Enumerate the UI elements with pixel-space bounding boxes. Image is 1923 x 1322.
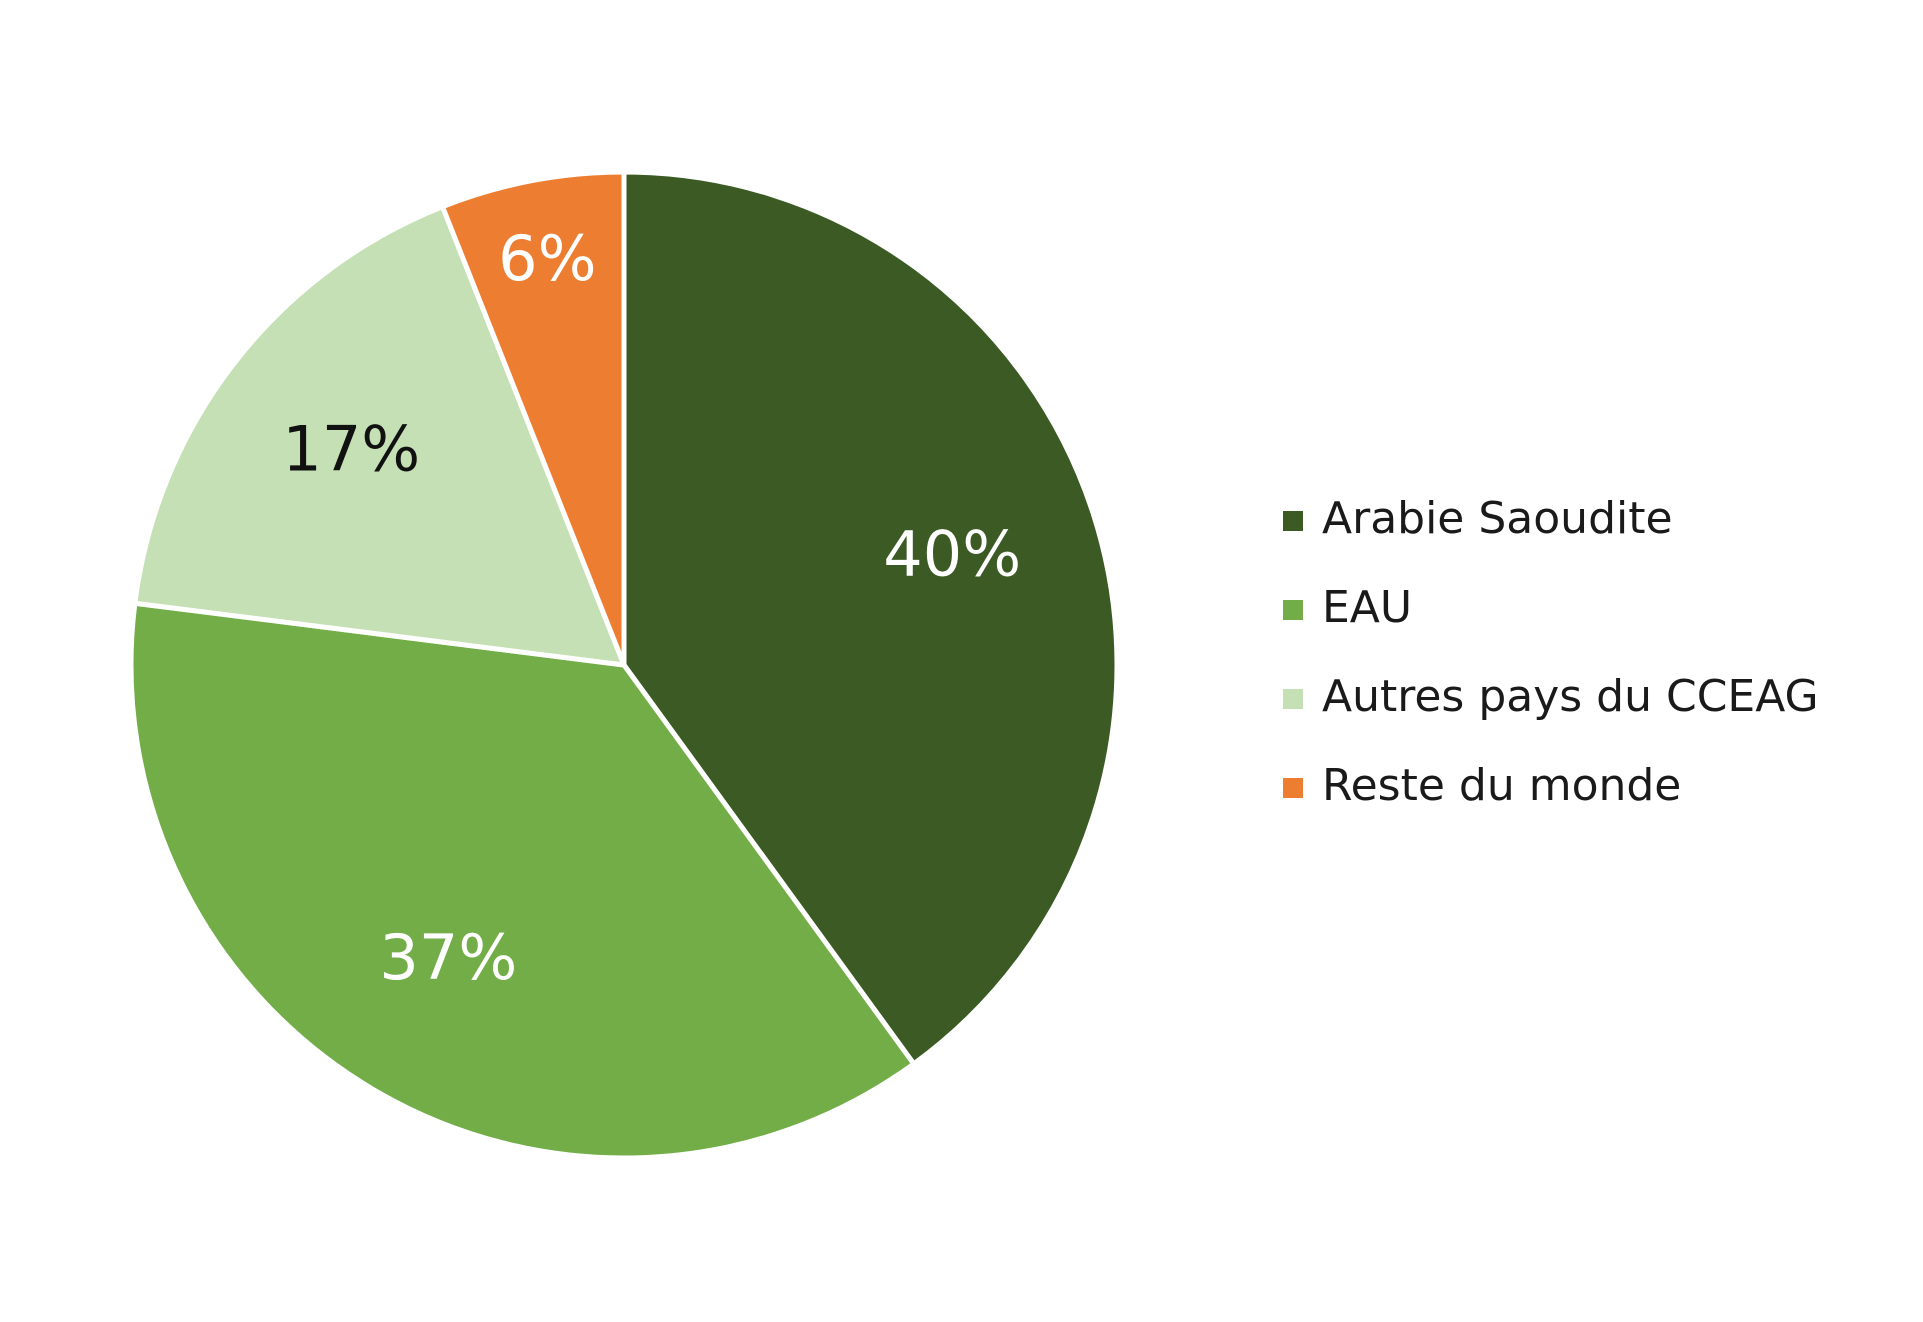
legend-swatch xyxy=(1283,778,1303,798)
data-label: 40% xyxy=(883,517,1021,590)
legend-text: Autres pays du CCEAG xyxy=(1322,671,1819,722)
legend-swatch xyxy=(1283,511,1303,531)
data-label: 17% xyxy=(282,413,420,486)
pie-slice xyxy=(132,204,627,668)
legend-swatch xyxy=(1283,689,1303,709)
legend-swatch xyxy=(1283,600,1303,620)
legend-text: Reste du monde xyxy=(1322,760,1681,811)
pie-slice xyxy=(621,169,1120,1067)
legend-text: EAU xyxy=(1322,582,1412,633)
pie-slice xyxy=(128,600,917,1161)
legend-text: Arabie Saoudite xyxy=(1322,493,1673,544)
data-label: 37% xyxy=(379,921,517,994)
pie-slice xyxy=(440,169,627,668)
data-label: 6% xyxy=(498,222,596,295)
